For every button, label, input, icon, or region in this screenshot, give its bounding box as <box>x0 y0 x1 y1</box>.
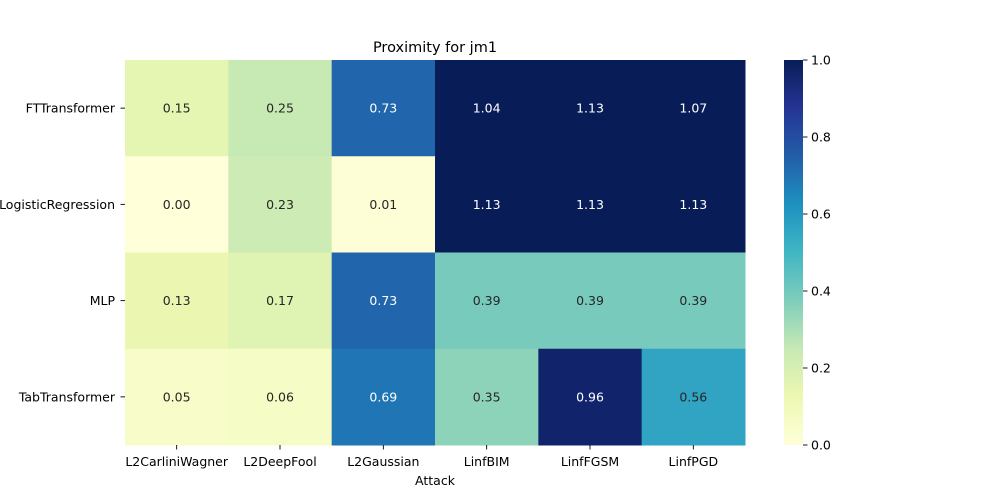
x-tick-label: LinfFGSM <box>561 454 619 469</box>
y-tick-label: LogisticRegression <box>0 197 115 212</box>
heatmap-cell <box>538 60 643 157</box>
cell-value-label: 0.05 <box>163 389 191 404</box>
heatmap-cell <box>228 60 333 157</box>
heatmap-cell <box>125 156 229 253</box>
heatmap-cells <box>125 60 746 446</box>
chart-title: Proximity for jm1 <box>373 40 497 56</box>
cell-value-label: 1.07 <box>679 101 707 116</box>
y-tick-label: MLP <box>90 293 116 308</box>
heatmap-cell <box>331 60 436 157</box>
heatmap-cell <box>641 60 746 157</box>
cell-value-labels: 0.15 0.25 0.73 1.04 1.13 1.07 0.00 0.23 0.01 1.13… <box>163 101 708 405</box>
cell-value-label: 1.13 <box>679 197 707 212</box>
heatmap-cell <box>228 156 333 253</box>
heatmap-cell <box>435 348 539 446</box>
heatmap-cell <box>435 156 539 253</box>
cell-value-label: 0.73 <box>369 293 397 308</box>
colorbar-tick-label: 0.4 <box>811 284 831 299</box>
y-tick-label: TabTransformer <box>18 389 116 404</box>
heatmap-cell <box>435 60 539 157</box>
heatmap-cell <box>538 156 643 253</box>
y-tick-label: FTTransformer <box>26 101 116 116</box>
x-tick-label: LinfPGD <box>669 454 719 469</box>
heatmap-cell <box>125 348 229 446</box>
cell-value-label: 1.13 <box>473 197 501 212</box>
colorbar-gradient <box>784 60 803 445</box>
colorbar-tick-label: 0.8 <box>811 130 831 145</box>
colorbar-tick-label: 0.6 <box>811 207 831 222</box>
cell-value-label: 0.13 <box>163 293 191 308</box>
heatmap-cell <box>641 348 746 446</box>
x-axis: L2CarliniWagner L2DeepFool L2Gaussian LinfB… <box>125 445 718 469</box>
cell-value-label: 0.25 <box>266 101 294 116</box>
heatmap-cell <box>125 252 229 350</box>
heatmap-cell <box>538 348 643 446</box>
heatmap-cell <box>228 252 333 350</box>
heatmap-cell <box>331 252 436 350</box>
colorbar-tick-label: 0.0 <box>811 438 831 453</box>
heatmap-cell <box>641 252 746 350</box>
cell-value-label: 1.04 <box>473 101 501 116</box>
cell-value-label: 0.00 <box>163 197 191 212</box>
cell-value-label: 0.06 <box>266 389 294 404</box>
cell-value-label: 0.01 <box>369 197 397 212</box>
heatmap-cell <box>125 60 229 157</box>
cell-value-label: 0.23 <box>266 197 294 212</box>
heatmap-cell <box>331 156 436 253</box>
cell-value-label: 0.56 <box>679 389 707 404</box>
x-axis-label: Attack <box>415 473 456 488</box>
cell-value-label: 1.13 <box>576 101 604 116</box>
x-tick-label: LinfBIM <box>464 454 510 469</box>
cell-value-label: 0.15 <box>163 101 191 116</box>
colorbar: 0.0 0.2 0.4 0.6 0.8 1.0 <box>784 53 831 453</box>
cell-value-label: 0.39 <box>576 293 604 308</box>
y-axis: FTTransformer LogisticRegression MLP TabTra… <box>0 101 125 404</box>
heatmap-cell <box>641 156 746 253</box>
colorbar-tick-label: 1.0 <box>811 53 831 68</box>
cell-value-label: 0.69 <box>369 389 397 404</box>
cell-value-label: 0.96 <box>576 389 604 404</box>
heatmap-cell <box>331 348 436 446</box>
cell-value-label: 0.17 <box>266 293 294 308</box>
cell-value-label: 0.35 <box>473 389 501 404</box>
heatmap-cell <box>435 252 539 350</box>
cell-value-label: 0.39 <box>679 293 707 308</box>
cell-value-label: 1.13 <box>576 197 604 212</box>
x-tick-label: L2Gaussian <box>347 454 419 469</box>
x-tick-label: L2CarliniWagner <box>125 454 229 469</box>
x-tick-label: L2DeepFool <box>243 454 316 469</box>
heatmap-cell <box>228 348 333 446</box>
heatmap-cell <box>538 252 643 350</box>
colorbar-tick-label: 0.2 <box>811 361 831 376</box>
cell-value-label: 0.39 <box>473 293 501 308</box>
cell-value-label: 0.73 <box>369 101 397 116</box>
